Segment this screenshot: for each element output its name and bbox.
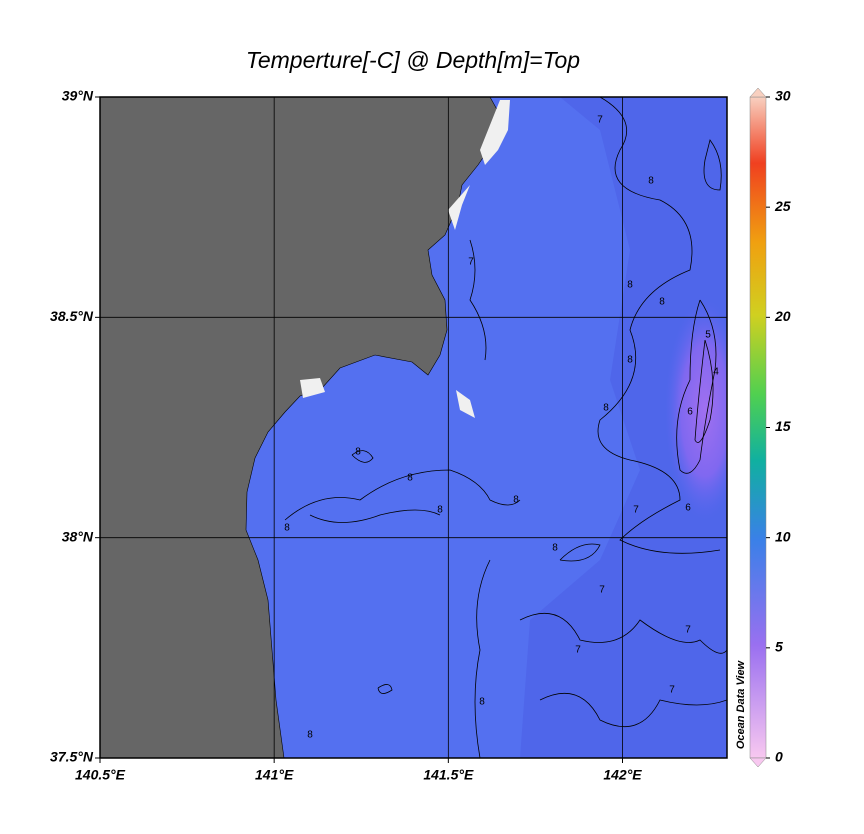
lon-tick-label: 141.5°E [423,767,474,783]
colorbar-label: 0 [775,749,783,765]
colorbar [749,96,767,759]
lat-tick-label: 39°N [62,88,94,104]
colorbar-cap [749,87,767,98]
map-title: Temperture[-C] @ Depth[m]=Top [246,47,580,73]
contour-label: 7 [669,685,675,696]
watermark: Ocean Data View [735,659,747,749]
contour-label: 8 [552,543,558,554]
lon-tick-label: 140.5°E [75,767,126,783]
contour-label: 7 [685,625,691,636]
contour-label: 6 [685,503,691,514]
contour-label: 8 [437,505,443,516]
contour-label: 8 [407,473,413,484]
contour-label: 8 [284,523,290,534]
lat-tick-label: 38°N [62,528,94,544]
contour-label: 6 [687,407,693,418]
contour-label: 8 [659,297,665,308]
lon-tick-label: 142°E [603,767,642,783]
lat-tick-label: 37.5°N [50,749,94,765]
land [100,97,501,758]
contour-label: 8 [307,730,313,741]
contour-label: 7 [633,505,639,516]
contour-label: 4 [713,367,719,378]
contour-label: 8 [479,697,485,708]
colorbar-label: 10 [775,528,791,544]
contour-label: 7 [468,257,474,268]
contour-label: 8 [648,176,654,187]
contour-label: 8 [627,355,633,366]
plot-area [100,97,727,758]
contour-label: 7 [575,645,581,656]
colorbar-label: 25 [774,198,791,214]
contour-label: 7 [597,115,603,126]
contour-label: 8 [513,495,519,506]
colorbar-cap [749,757,767,768]
colorbar-label: 15 [775,418,791,434]
colorbar-label: 30 [775,88,791,104]
colorbar-label: 5 [775,639,783,655]
lon-tick-label: 141°E [255,767,294,783]
contours [284,97,727,758]
contour-label: 8 [355,447,361,458]
contour-label: 7 [599,585,605,596]
coastal-shallows [300,100,510,418]
contour-label: 5 [705,330,711,341]
lat-tick-label: 38.5°N [50,308,94,324]
contour-label: 8 [603,403,609,414]
ocean-offshore [520,97,727,758]
cold-water [665,300,727,520]
colorbar-label: 20 [774,308,791,324]
contour-label: 8 [627,280,633,291]
